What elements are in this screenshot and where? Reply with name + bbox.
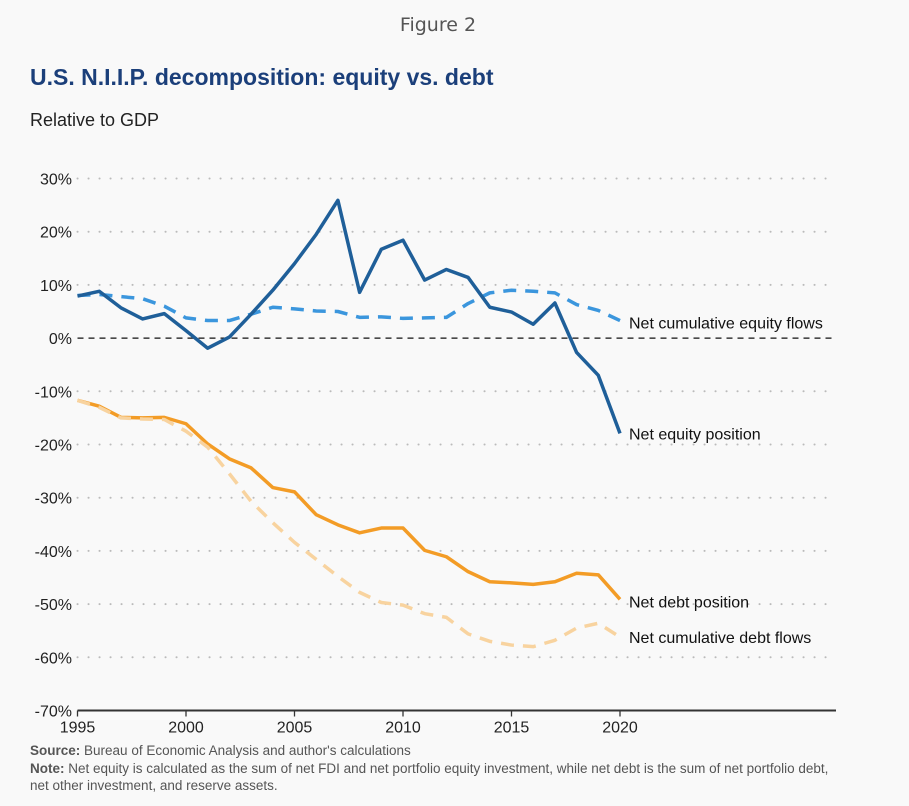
series-labels: Net cumulative equity flows Net equity po… xyxy=(629,316,823,648)
x-tick-label: 2015 xyxy=(494,720,530,737)
series-line-net-cumulative-debt-flows xyxy=(76,398,621,649)
figure-label: Figure 2 xyxy=(399,14,477,36)
series-line-net-debt-position xyxy=(77,398,622,601)
series-label: Net cumulative equity flows xyxy=(629,316,823,333)
y-tick-label: -40% xyxy=(35,544,72,561)
x-axis: 1995 2000 2005 2010 2015 2020 xyxy=(60,709,836,737)
note-label: Note: xyxy=(30,761,65,776)
chart-note: Note: Net equity is calculated as the su… xyxy=(30,760,830,794)
y-tick-label: -50% xyxy=(35,597,72,614)
series-lines xyxy=(76,198,622,649)
chart-subtitle: Relative to GDP xyxy=(30,110,160,130)
series-label: Net debt position xyxy=(629,594,749,611)
series-label: Net cumulative debt flows xyxy=(629,630,811,647)
series-line-net-cumulative-equity-flows xyxy=(77,288,621,323)
source-text: Bureau of Economic Analysis and author's… xyxy=(84,743,411,758)
y-tick-label: 10% xyxy=(40,278,72,295)
gridlines xyxy=(76,177,837,659)
y-tick-label: 0% xyxy=(49,331,72,348)
y-tick-label: 30% xyxy=(40,172,72,189)
note-text: Net equity is calculated as the sum of n… xyxy=(30,761,829,793)
x-tick-label: 2010 xyxy=(385,720,421,737)
x-tick-label: 1995 xyxy=(60,720,96,737)
x-tick-label: 2000 xyxy=(168,720,204,737)
x-tick-label: 2005 xyxy=(277,720,313,737)
y-tick-label: 20% xyxy=(40,225,72,242)
y-axis-ticks: 30% 20% 10% 0% -10% -20% -30% -40% -50% -60% -70% xyxy=(35,172,72,721)
source-label: Source: xyxy=(30,743,81,758)
series-label: Net equity position xyxy=(629,426,761,443)
y-tick-label: -10% xyxy=(35,384,72,401)
y-tick-label: -60% xyxy=(35,650,72,667)
chart-title: U.S. N.I.I.P. decomposition: equity vs. … xyxy=(30,64,494,90)
y-tick-label: -30% xyxy=(35,491,72,508)
y-tick-label: -20% xyxy=(35,438,72,455)
y-tick-label: -70% xyxy=(35,704,72,721)
series-line-net-equity-position xyxy=(77,198,622,434)
source-note: Source: Bureau of Economic Analysis and … xyxy=(30,742,830,759)
x-tick-label: 2020 xyxy=(602,720,638,737)
